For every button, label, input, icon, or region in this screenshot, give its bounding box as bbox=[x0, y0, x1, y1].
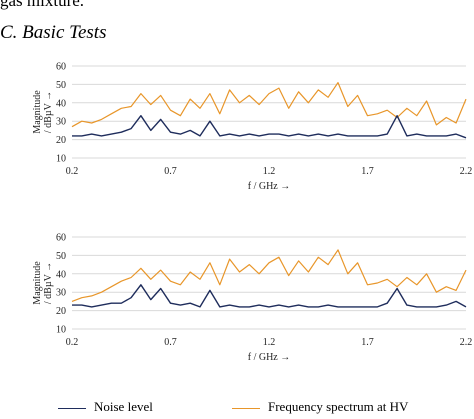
y-tick-label: 40 bbox=[56, 269, 66, 280]
y-tick-label: 30 bbox=[56, 117, 66, 128]
y-tick-label: 30 bbox=[56, 288, 66, 299]
y-tick-label: 20 bbox=[56, 135, 66, 146]
legend-noise-label: Noise level bbox=[94, 399, 153, 414]
legend-noise: Noise level bbox=[58, 399, 153, 415]
y-tick-label: 50 bbox=[56, 251, 66, 262]
x-tick-label: 0.7 bbox=[164, 337, 177, 348]
x-tick-label: 0.2 bbox=[66, 337, 79, 348]
x-tick-label: 1.7 bbox=[361, 166, 374, 177]
y-tick-label: 20 bbox=[56, 306, 66, 317]
series-frequency-spectrum-line bbox=[71, 81, 467, 128]
x-tick-label: 1.2 bbox=[263, 337, 276, 348]
y-tick-label: 60 bbox=[56, 62, 66, 73]
x-tick-label: 0.7 bbox=[164, 166, 177, 177]
legend-spectrum-swatch bbox=[232, 407, 260, 409]
y-axis-label: Magnitude/ dBµV → bbox=[32, 90, 54, 134]
y-tick-label: 40 bbox=[56, 98, 66, 109]
series-noise-level-line bbox=[72, 114, 467, 139]
legend-noise-swatch bbox=[58, 407, 86, 409]
x-tick-label: 0.2 bbox=[66, 166, 79, 177]
legend-spectrum: Frequency spectrum at HV bbox=[232, 399, 408, 415]
y-tick-label: 50 bbox=[56, 80, 66, 91]
chart-1: 10 20 30 40 50 60 0.2 0.7 1.2 1.7 2.2 f / GHz → Magn… bbox=[32, 62, 472, 193]
chart-2: 10 20 30 40 50 60 0.2 0.7 1.2 1.7 2.2 f / GHz → Magn… bbox=[32, 233, 472, 364]
series-noise-level-line bbox=[72, 284, 467, 308]
x-tick-label: 2.2 bbox=[460, 337, 473, 348]
x-tick-label: 1.2 bbox=[263, 166, 276, 177]
x-axis-label: f / GHz → bbox=[248, 181, 291, 192]
y-axis-label: Magnitude/ dBµV → bbox=[32, 261, 54, 305]
x-tick-label: 2.2 bbox=[460, 166, 473, 177]
y-tick-label: 60 bbox=[56, 233, 66, 244]
preceding-text: gas mixture. bbox=[0, 0, 85, 10]
legend-spectrum-label: Frequency spectrum at HV bbox=[268, 399, 409, 414]
series-frequency-spectrum-line bbox=[71, 249, 467, 302]
y-tick-label: 10 bbox=[56, 325, 66, 336]
x-axis-label: f / GHz → bbox=[248, 352, 291, 363]
x-tick-label: 1.7 bbox=[361, 337, 374, 348]
y-tick-label: 10 bbox=[56, 154, 66, 165]
section-heading: C. Basic Tests bbox=[0, 22, 107, 43]
